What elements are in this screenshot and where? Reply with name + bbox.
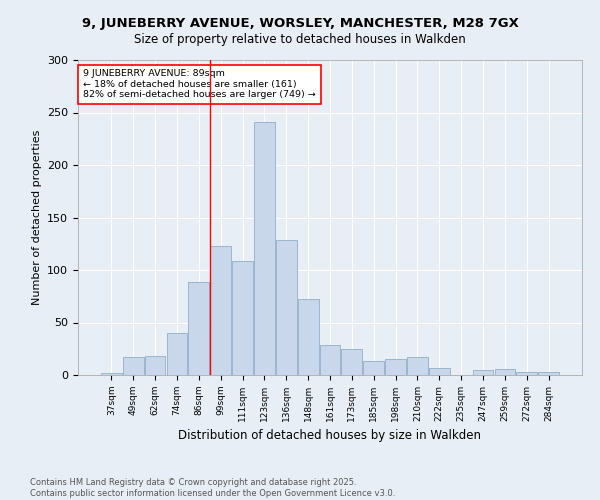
Bar <box>298 300 319 375</box>
Bar <box>385 359 406 375</box>
Bar <box>188 282 209 375</box>
Text: Size of property relative to detached houses in Walkden: Size of property relative to detached ho… <box>134 32 466 46</box>
Text: 9, JUNEBERRY AVENUE, WORSLEY, MANCHESTER, M28 7GX: 9, JUNEBERRY AVENUE, WORSLEY, MANCHESTER… <box>82 18 518 30</box>
Bar <box>145 356 166 375</box>
Bar <box>364 362 384 375</box>
Text: 9 JUNEBERRY AVENUE: 89sqm
← 18% of detached houses are smaller (161)
82% of semi: 9 JUNEBERRY AVENUE: 89sqm ← 18% of detac… <box>83 70 316 99</box>
Bar <box>429 368 450 375</box>
Y-axis label: Number of detached properties: Number of detached properties <box>32 130 41 305</box>
Bar <box>167 333 187 375</box>
Bar <box>538 372 559 375</box>
Bar <box>276 240 296 375</box>
Bar <box>407 357 428 375</box>
Bar <box>232 260 253 375</box>
Bar <box>123 357 143 375</box>
Text: Contains HM Land Registry data © Crown copyright and database right 2025.
Contai: Contains HM Land Registry data © Crown c… <box>30 478 395 498</box>
Bar <box>210 246 231 375</box>
Bar <box>494 368 515 375</box>
Bar <box>254 122 275 375</box>
X-axis label: Distribution of detached houses by size in Walkden: Distribution of detached houses by size … <box>179 430 482 442</box>
Bar <box>473 370 493 375</box>
Bar <box>341 349 362 375</box>
Bar <box>320 344 340 375</box>
Bar <box>517 372 537 375</box>
Bar <box>101 373 122 375</box>
